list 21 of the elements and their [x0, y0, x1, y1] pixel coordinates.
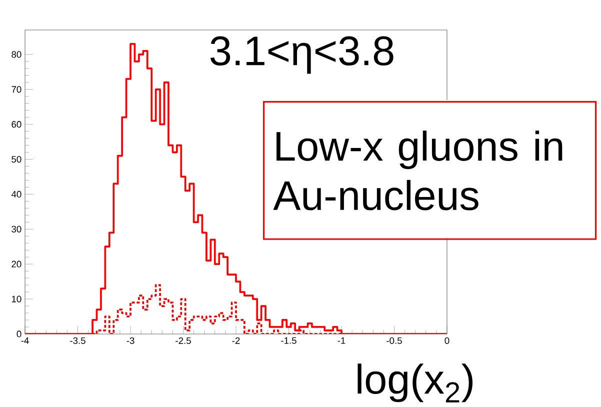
x-tick-label: -3.5 — [70, 337, 86, 344]
x-tick-label: -0.5 — [386, 337, 402, 344]
y-tick-label: 60 — [12, 121, 22, 128]
x-tick-label: -3 — [126, 337, 134, 344]
x-axis-title: log(x$_{2}$) — [358, 364, 472, 402]
annotation: Low-x gluons in Au-nucleus — [273, 130, 562, 210]
y-tick-label: 20 — [12, 260, 22, 268]
x-tick-label: -4 — [21, 337, 29, 344]
y-tick-label: 30 — [12, 226, 22, 232]
y-tick-label: 0 — [16, 330, 22, 338]
x-tick-label: -2.5 — [176, 337, 191, 344]
y-tick-label: 80 — [12, 51, 22, 58]
annotation: 3.1<η<3.8 — [210, 36, 394, 74]
x-tick-label: 0 — [444, 337, 450, 344]
y-tick-label: 50 — [12, 156, 22, 163]
x-tick-label: -1 — [338, 337, 346, 344]
y-tick-label: 40 — [11, 190, 22, 198]
x-tick-label: -2 — [232, 337, 240, 344]
x-tick-label: -1.5 — [281, 337, 296, 344]
y-tick-label: 10 — [12, 296, 22, 302]
y-tick-label: 70 — [12, 86, 22, 93]
